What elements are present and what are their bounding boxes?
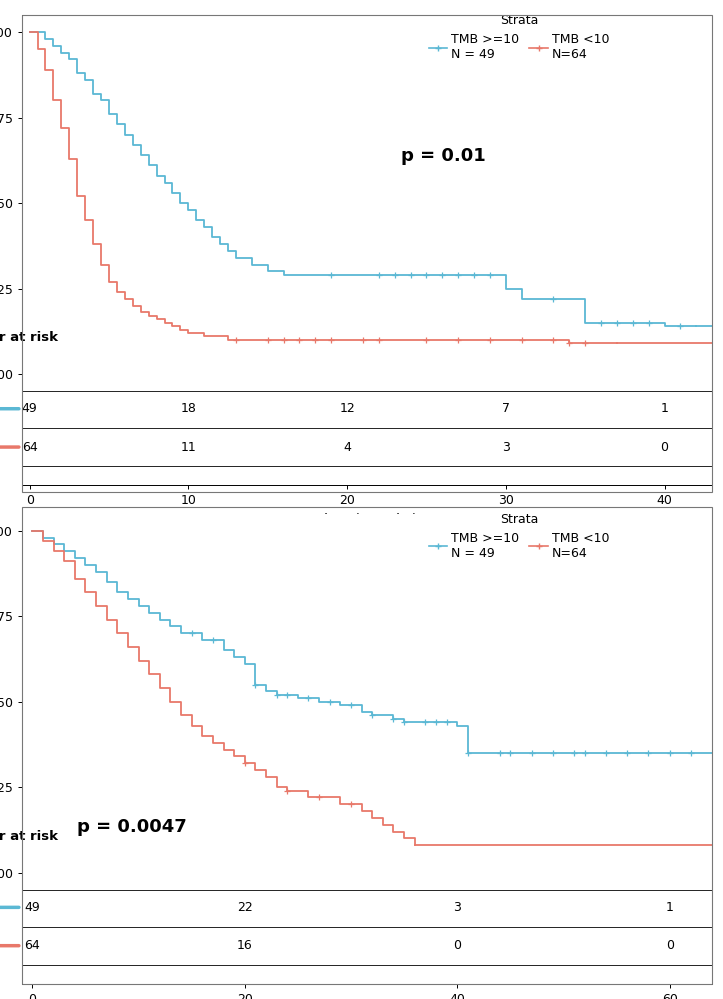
Text: 4: 4	[343, 441, 351, 454]
Text: p = 0.0047: p = 0.0047	[77, 818, 187, 836]
Text: 49: 49	[25, 901, 40, 914]
Legend: TMB >=10
N = 49, TMB <10
N=64: TMB >=10 N = 49, TMB <10 N=64	[429, 512, 609, 559]
Text: 12: 12	[339, 403, 355, 416]
Legend: TMB >=10
N = 49, TMB <10
N=64: TMB >=10 N = 49, TMB <10 N=64	[429, 14, 609, 61]
Text: 3: 3	[453, 901, 461, 914]
Text: 64: 64	[22, 441, 38, 454]
Text: Number at risk: Number at risk	[0, 830, 58, 843]
Text: Number at risk: Number at risk	[0, 332, 58, 345]
Text: 7: 7	[502, 403, 510, 416]
Text: 0: 0	[666, 939, 674, 952]
Text: p = 0.01: p = 0.01	[401, 147, 486, 165]
Text: 3: 3	[502, 441, 510, 454]
Text: 1: 1	[666, 901, 674, 914]
Text: 49: 49	[22, 403, 38, 416]
Text: 16: 16	[237, 939, 252, 952]
Text: 11: 11	[181, 441, 196, 454]
Text: 0: 0	[661, 441, 669, 454]
Text: 18: 18	[181, 403, 196, 416]
Text: 0: 0	[453, 939, 461, 952]
Text: 1: 1	[661, 403, 669, 416]
X-axis label: Time (months): Time (months)	[316, 512, 418, 526]
Text: 64: 64	[25, 939, 40, 952]
Text: 22: 22	[237, 901, 252, 914]
